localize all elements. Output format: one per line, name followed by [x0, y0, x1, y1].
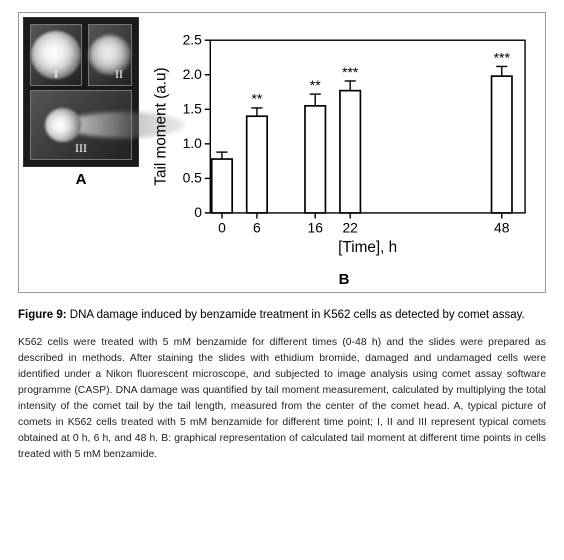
svg-text:16: 16 [307, 219, 323, 235]
figure-label: Figure 9: [18, 309, 67, 321]
roman-iii: III [75, 141, 87, 156]
svg-text:1.5: 1.5 [183, 100, 203, 116]
panels-row: I II III A 00.51.01.52.02.5Tail m [18, 12, 546, 293]
roman-i: I [54, 67, 58, 82]
panel-a-label: A [23, 171, 139, 188]
figure-9: I II III A 00.51.01.52.02.5Tail m [18, 12, 546, 464]
svg-text:0.5: 0.5 [183, 170, 203, 186]
svg-text:48: 48 [494, 219, 510, 235]
svg-text:Tail moment (a.u): Tail moment (a.u) [153, 67, 170, 185]
caption-title-text: DNA damage induced by benzamide treatmen… [67, 309, 525, 321]
chart-svg: 0 0.5 1.0 1.5 2.0 2.5 Tail moment (a.u) 0 ** 6 ** 1… [149, 21, 539, 263]
panel-a-wrapper: I II III A [23, 17, 139, 288]
comet-image-iii: III [30, 90, 132, 160]
svg-text:2.5: 2.5 [183, 31, 203, 47]
svg-text:6: 6 [253, 219, 261, 235]
svg-text:22: 22 [342, 219, 358, 235]
panel-a-top-row: I II [30, 24, 132, 86]
comet-image-i: I [30, 24, 82, 86]
svg-text:1.0: 1.0 [183, 135, 203, 151]
comet-image-ii: II [88, 24, 132, 86]
caption-body: K562 cells were treated with 5 mM benzam… [18, 335, 546, 464]
svg-text:***: *** [342, 64, 359, 80]
svg-text:0: 0 [194, 204, 202, 220]
svg-text:**: ** [310, 77, 321, 93]
panel-b-label: B [147, 271, 541, 288]
svg-text:0: 0 [218, 219, 226, 235]
caption-title-line: Figure 9: DNA damage induced by benzamid… [18, 307, 546, 325]
comet-iii-head [45, 108, 81, 142]
roman-ii: II [115, 67, 123, 82]
figure-caption: Figure 9: DNA damage induced by benzamid… [18, 307, 546, 464]
panel-b-wrapper: 0 0.5 1.0 1.5 2.0 2.5 Tail moment (a.u) 0 ** 6 ** 1… [147, 17, 541, 288]
tail-moment-chart: 0 0.5 1.0 1.5 2.0 2.5 Tail moment (a.u) 0 ** 6 ** 1… [149, 21, 539, 263]
svg-text:***: *** [494, 49, 511, 65]
panel-b: 0 0.5 1.0 1.5 2.0 2.5 Tail moment (a.u) 0 ** 6 ** 1… [147, 17, 541, 267]
svg-text:[Time], h: [Time], h [338, 239, 397, 256]
svg-text:**: ** [252, 91, 263, 107]
panel-a: I II III [23, 17, 139, 167]
svg-text:2.0: 2.0 [183, 66, 203, 82]
comet-ii-blob [89, 35, 131, 75]
